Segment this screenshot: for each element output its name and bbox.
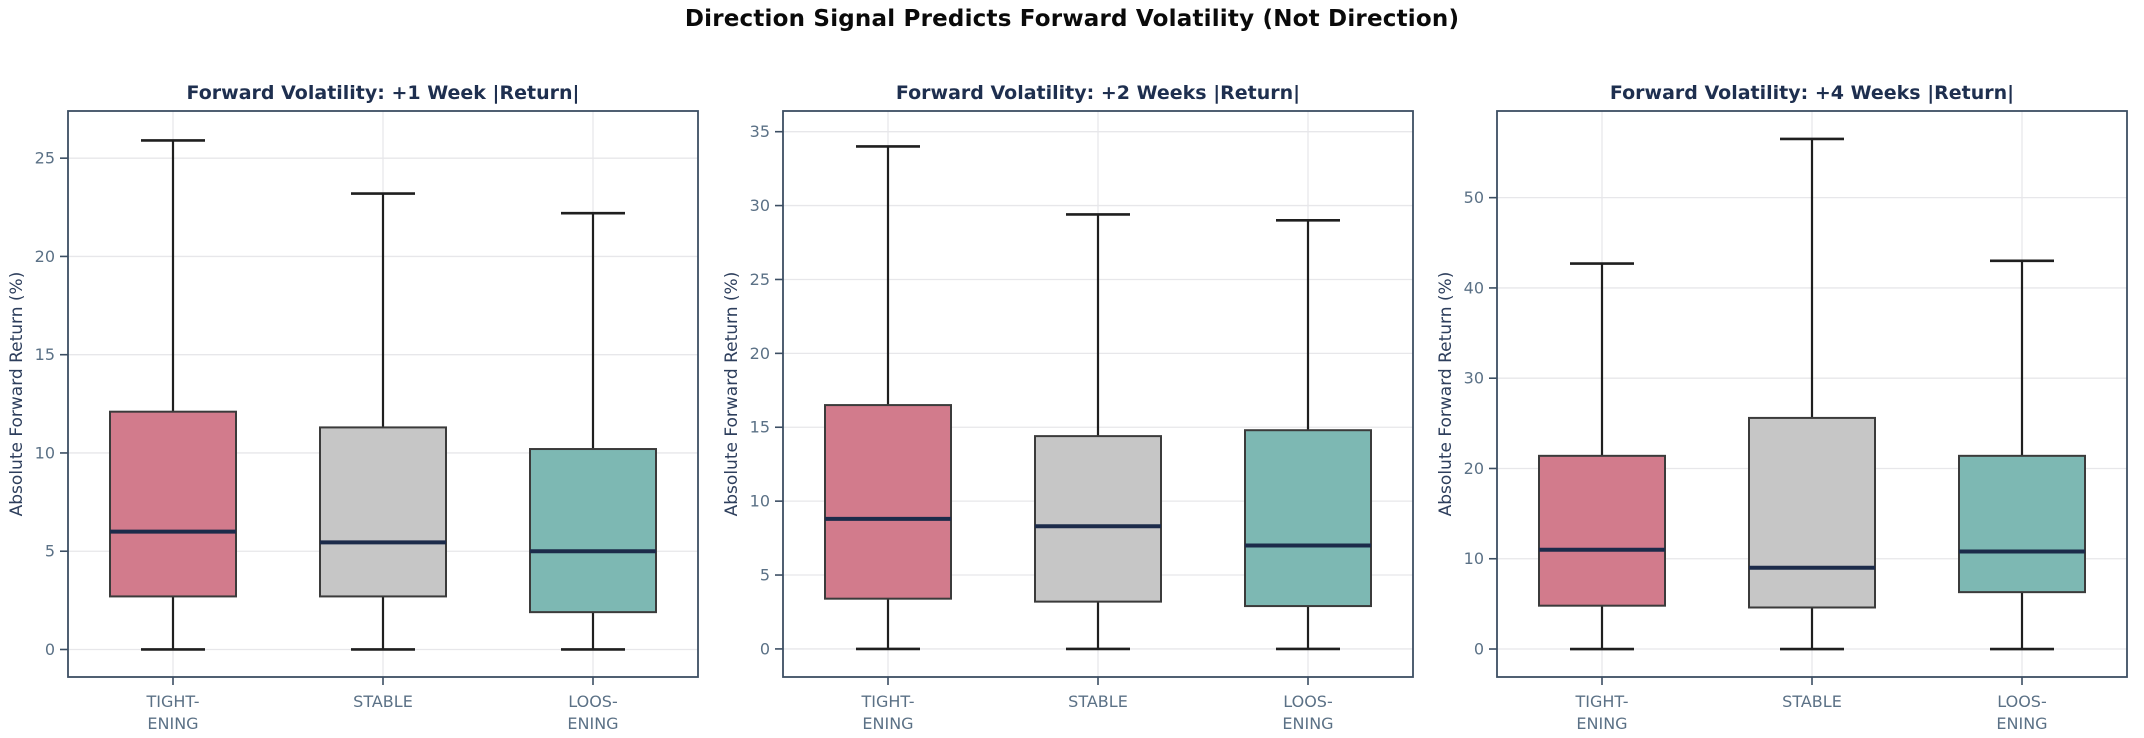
plot-area: 0 5 10 15 20 25 TIGHT- ENING STABLE LOOS- ENING: [35, 110, 699, 733]
y-tick-label: 5: [759, 565, 769, 584]
x-axis-ticks: TIGHT- ENING STABLE LOOS- ENING: [146, 677, 619, 733]
y-tick-label: 50: [1464, 188, 1484, 207]
y-axis-label: Absolute Forward Return (%): [1436, 272, 1456, 517]
y-tick-label: 10: [1464, 549, 1484, 568]
y-axis-label: Absolute Forward Return (%): [722, 272, 742, 517]
x-tick-label: LOOS-: [1283, 692, 1332, 711]
figure-title: Direction Signal Predicts Forward Volati…: [684, 6, 1460, 32]
y-axis-ticks: 0 5 10 15 20 25 30 35: [749, 122, 783, 658]
iqr-box: [1538, 454, 1667, 607]
subplot-title: Forward Volatility: +2 Weeks |Return|: [896, 82, 1300, 104]
subplot-4-weeks: Forward Volatility: +4 Weeks |Return| Ab…: [1429, 0, 2144, 738]
axes-frame: [1496, 110, 2129, 678]
boxplot-2-weeks: Forward Volatility: +2 Weeks |Return| Ab…: [722, 82, 1414, 733]
x-tick-label: ENING: [567, 714, 618, 733]
box-loosening: [1958, 259, 2087, 651]
iqr-box: [1748, 416, 1877, 609]
box-tightening: [1538, 262, 1667, 651]
box-loosening: [1243, 219, 1372, 651]
y-tick-label: 20: [35, 247, 55, 266]
iqr-box: [823, 404, 952, 600]
x-tick-label: ENING: [1282, 714, 1333, 733]
y-tick-label: 20: [749, 344, 769, 363]
y-tick-label: 10: [35, 443, 55, 462]
x-tick-label: ENING: [1577, 714, 1628, 733]
x-tick-label: ENING: [862, 714, 913, 733]
subplot-1-week: Forward Volatility: +1 Week |Return| Abs…: [0, 0, 715, 738]
box-loosening: [529, 211, 657, 651]
subplot-title: Forward Volatility: +1 Week |Return|: [187, 82, 580, 104]
x-tick-label: LOOS-: [1998, 692, 2047, 711]
box-stable: [1033, 213, 1162, 651]
iqr-box: [1958, 454, 2087, 594]
box-tightening: [823, 145, 952, 651]
axes-frame: [781, 110, 1414, 678]
iqr-box: [319, 426, 447, 598]
y-axis-ticks: 0 10 20 30 40 50: [1464, 188, 1498, 658]
y-tick-label: 30: [1464, 369, 1484, 388]
box-stable: [1748, 137, 1877, 651]
x-axis-ticks: TIGHT- ENING STABLE LOOS- ENING: [860, 677, 1333, 733]
y-tick-label: 25: [35, 149, 55, 168]
y-tick-label: 15: [35, 345, 55, 364]
iqr-box: [1243, 429, 1372, 608]
y-tick-label: 35: [749, 122, 769, 141]
box-stable: [319, 192, 447, 651]
x-tick-label: TIGHT-: [1575, 692, 1629, 711]
subplot-2-weeks: Forward Volatility: +2 Weeks |Return| Ab…: [715, 0, 1430, 738]
boxplot-4-weeks: Forward Volatility: +4 Weeks |Return| Ab…: [1436, 82, 2129, 733]
subplot-title: Forward Volatility: +4 Weeks |Return|: [1610, 82, 2014, 104]
plot-area: 0 5 10 15 20 25 30 35 TIGHT- ENING STABLE LOOS- ENIN…: [749, 110, 1414, 733]
x-tick-label: STABLE: [1068, 692, 1128, 711]
x-tick-label: STABLE: [1782, 692, 1842, 711]
axes-frame: [67, 110, 699, 678]
y-tick-label: 10: [749, 492, 769, 511]
x-tick-label: TIGHT-: [860, 692, 914, 711]
plot-area: 0 10 20 30 40 50 TIGHT- ENING STABLE LOOS- ENING: [1464, 110, 2129, 733]
y-tick-label: 20: [1464, 459, 1484, 478]
y-axis-ticks: 0 5 10 15 20 25: [35, 149, 68, 659]
x-tick-label: ENING: [147, 714, 198, 733]
x-axis-ticks: TIGHT- ENING STABLE LOOS- ENING: [1575, 677, 2048, 733]
y-tick-label: 40: [1464, 278, 1484, 297]
y-tick-label: 0: [45, 640, 55, 659]
boxplot-1-week: Forward Volatility: +1 Week |Return| Abs…: [7, 82, 699, 733]
y-axis-label: Absolute Forward Return (%): [7, 272, 27, 517]
iqr-box: [109, 410, 237, 598]
y-tick-label: 5: [45, 542, 55, 561]
x-tick-label: LOOS-: [568, 692, 617, 711]
iqr-box: [529, 448, 657, 614]
y-tick-label: 15: [749, 418, 769, 437]
box-tightening: [109, 139, 237, 651]
y-tick-label: 30: [749, 196, 769, 215]
y-tick-label: 0: [759, 639, 769, 658]
x-tick-label: STABLE: [353, 692, 413, 711]
iqr-box: [1033, 435, 1162, 603]
y-tick-label: 0: [1474, 639, 1484, 658]
x-tick-label: ENING: [1997, 714, 2048, 733]
x-tick-label: TIGHT-: [146, 692, 200, 711]
y-tick-label: 25: [749, 270, 769, 289]
